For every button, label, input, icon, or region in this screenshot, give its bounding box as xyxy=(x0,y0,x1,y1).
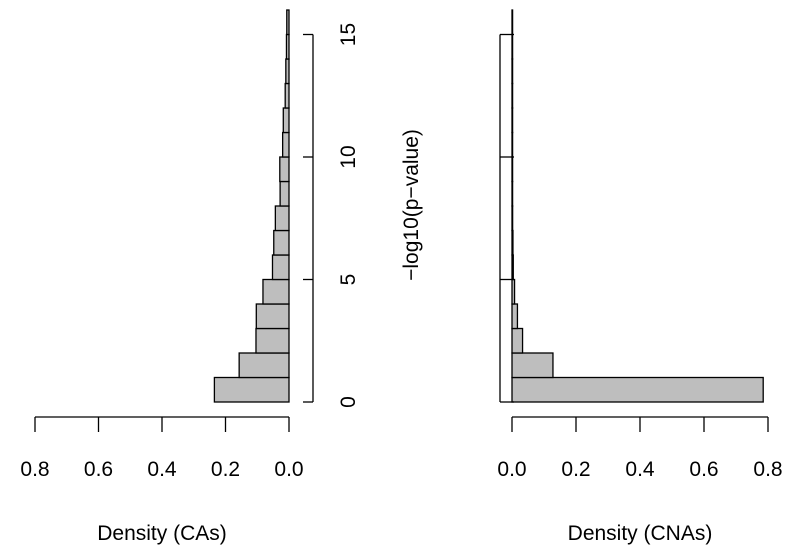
histogram-bar xyxy=(511,131,514,158)
histogram-bar xyxy=(279,180,290,207)
x-tick-label: 0.6 xyxy=(689,458,718,481)
histogram-bar xyxy=(511,33,514,60)
x-tick-label: 0.0 xyxy=(274,458,303,481)
shared-annotations: −log10(p−value) xyxy=(400,129,423,281)
x-tick-label: 0.2 xyxy=(211,458,240,481)
histogram-bar xyxy=(238,352,290,379)
cnas-histogram-panel: 0.0 0.2 0.4 0.6 0.8 Density (CNAs) xyxy=(497,9,783,545)
y-axis-title: −log10(p−value) xyxy=(400,129,423,281)
histogram-bar xyxy=(511,205,514,232)
histogram-bar xyxy=(511,229,514,256)
histogram-bar xyxy=(285,58,290,85)
x-tick-label: 0.6 xyxy=(84,458,113,481)
histogram-bar xyxy=(286,9,290,36)
histogram-bar xyxy=(255,327,290,354)
histogram-bar xyxy=(255,303,290,330)
histogram-bar xyxy=(279,156,290,183)
cas-histogram-panel: 0 5 10 15 0.8 0.6 0.4 0.2 0.0 Density (CAs) xyxy=(20,9,360,545)
histogram-bar xyxy=(511,107,514,134)
x-tick-label: 0.2 xyxy=(561,458,590,481)
histogram-bar xyxy=(511,180,514,207)
histogram-bar xyxy=(284,82,290,109)
x-tick-label: 0.4 xyxy=(625,458,655,481)
y-tick-label: 15 xyxy=(337,23,360,46)
histogram-bar xyxy=(511,376,764,403)
histogram-bar xyxy=(511,9,514,36)
y-tick-label: 0 xyxy=(337,396,360,408)
y-tick-label: 10 xyxy=(337,145,360,168)
histogram-bar xyxy=(274,205,290,232)
histogram-bar xyxy=(285,33,290,60)
x-tick-label: 0.0 xyxy=(497,458,526,481)
histogram-bar xyxy=(271,254,290,281)
histogram-bar xyxy=(262,278,290,305)
histogram-bar xyxy=(511,82,514,109)
x-axis-title: Density (CNAs) xyxy=(568,522,713,545)
x-tick-label: 0.8 xyxy=(753,458,782,481)
histogram-bar xyxy=(213,376,290,403)
histogram-bar xyxy=(511,352,554,379)
histogram-bar xyxy=(511,58,514,85)
histogram-bar xyxy=(282,107,290,134)
x-tick-label: 0.8 xyxy=(20,458,49,481)
histogram-bar xyxy=(273,229,290,256)
histogram-bar xyxy=(511,254,514,281)
histogram-bar xyxy=(511,156,514,183)
x-tick-label: 0.4 xyxy=(147,458,177,481)
histogram-bar xyxy=(281,131,290,158)
histogram-bar xyxy=(511,303,519,330)
y-tick-label: 5 xyxy=(337,274,360,286)
x-axis-title: Density (CAs) xyxy=(97,522,227,545)
histogram-bar xyxy=(511,278,516,305)
histogram-bar xyxy=(511,327,524,354)
